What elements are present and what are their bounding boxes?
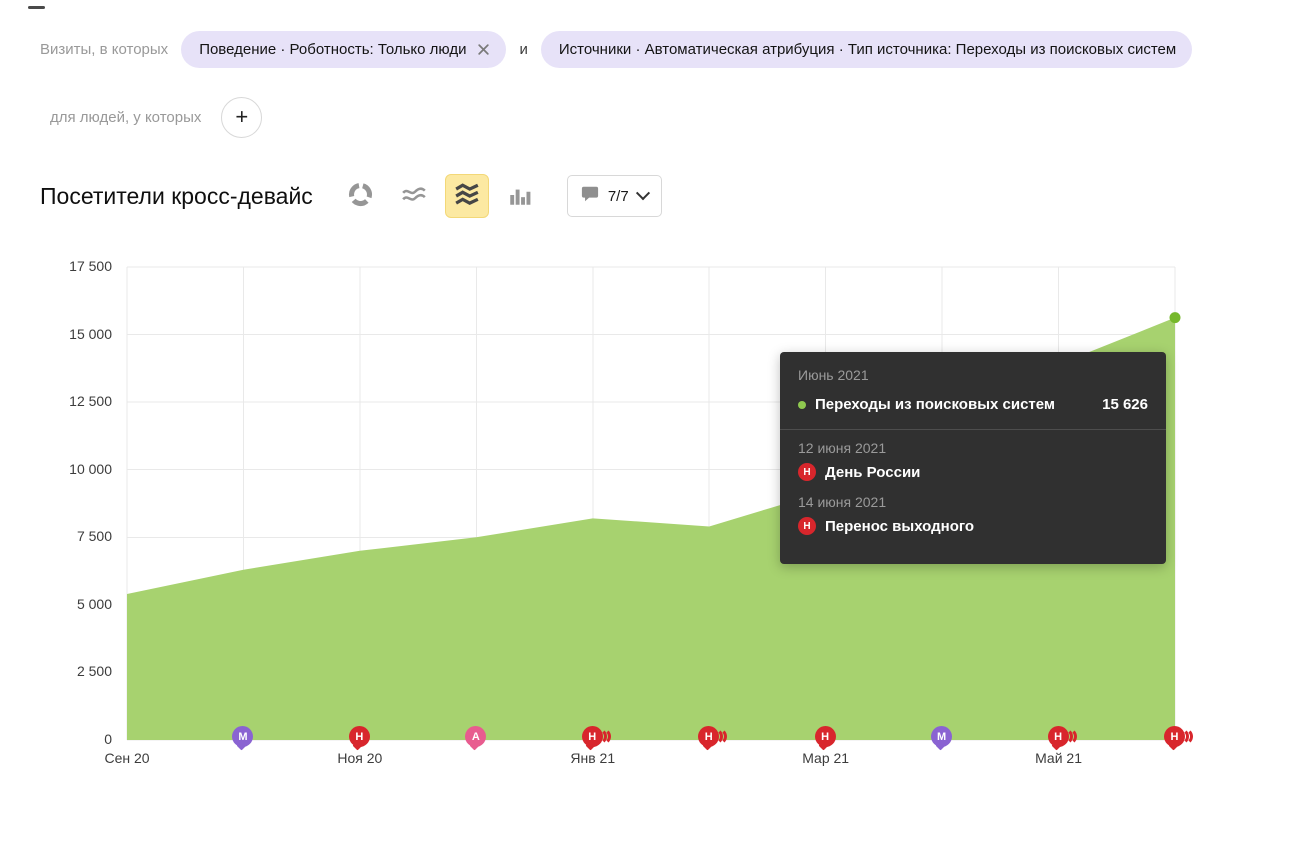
event-marker[interactable]: Н	[814, 726, 836, 747]
event-badge: Н	[348, 726, 370, 747]
segment-filter-row: Визиты, в которых Поведение · Роботность…	[40, 31, 1193, 68]
event-badge: М	[232, 726, 254, 747]
top-left-dash	[28, 6, 45, 9]
y-axis-label: 10 000	[69, 460, 112, 477]
pie-chart-view-button[interactable]	[339, 174, 383, 218]
tooltip-event-title: День России	[825, 463, 921, 481]
visitors-chart: 0 2 500 5 000 7 500 10 000 12 500 15 000 17 500…	[69, 258, 1193, 766]
y-axis-label: 17 500	[69, 258, 112, 274]
event-marker[interactable]: Н	[1164, 726, 1193, 747]
event-marker[interactable]: Н	[698, 726, 728, 747]
chart-tooltip: Июнь 2021 Переходы из поисковых систем 1…	[780, 352, 1166, 564]
stacked-area-view-button[interactable]	[444, 174, 489, 218]
tooltip-event-row: Н День России	[798, 463, 1148, 481]
holiday-badge-icon: Н	[798, 463, 816, 481]
bar-chart-view-button[interactable]	[498, 174, 542, 218]
x-axis: Сен 20 Ноя 20 Янв 21 Мар 21 Май 21	[104, 750, 1175, 770]
comments-dropdown-button[interactable]: 7/7	[566, 175, 662, 217]
filter-chip-robots[interactable]: Поведение · Роботность: Только люди	[181, 31, 507, 68]
y-axis-label: 0	[104, 731, 112, 747]
echo-arc	[1060, 728, 1077, 745]
echo-arc	[1176, 728, 1193, 745]
event-badge: Н	[581, 726, 603, 747]
filter-prefix-label: Визиты, в которых	[40, 41, 169, 58]
line-chart-view-button[interactable]	[392, 174, 436, 218]
chevron-down-icon	[635, 186, 650, 201]
tooltip-month: Июнь 2021	[798, 367, 869, 383]
comment-bubble-icon	[581, 185, 599, 207]
chart-header: Посетители кросс-девайс	[40, 174, 662, 218]
event-badge: Н	[814, 726, 836, 747]
y-axis-label: 5 000	[76, 595, 112, 612]
y-axis-label: 12 500	[69, 393, 112, 410]
people-filter-label: для людей, у которых	[50, 109, 202, 126]
filter-chip-label: Поведение · Роботность: Только люди	[199, 41, 467, 58]
stacked-area-icon	[454, 182, 480, 211]
echo-arc	[710, 728, 728, 745]
y-axis-label: 2 500	[76, 663, 112, 680]
x-axis-label: Ноя 20	[337, 750, 383, 766]
tooltip-event-date: 14 июня 2021	[798, 494, 887, 510]
area-plot[interactable]	[126, 266, 1181, 741]
people-filter-row: для людей, у которых +	[50, 97, 263, 138]
y-axis: 0 2 500 5 000 7 500 10 000 12 500 15 000 17 500	[32, 258, 112, 747]
tooltip-divider	[780, 429, 1166, 430]
x-axis-label: Май 21	[1035, 750, 1082, 766]
close-icon[interactable]	[477, 43, 490, 56]
event-marker[interactable]: Н	[581, 726, 611, 747]
event-badge: М	[931, 726, 953, 747]
bar-chart-icon	[507, 182, 533, 211]
y-axis-label: 7 500	[76, 528, 112, 545]
x-axis-label: Янв 21	[570, 750, 616, 766]
line-chart-icon	[401, 182, 427, 211]
echo-arc	[594, 728, 611, 745]
tooltip-event-title: Перенос выходного	[825, 517, 975, 535]
event-marker[interactable]: Н	[1047, 726, 1077, 747]
filter-chip-label: Источники · Автоматическая атрибуция · Т…	[558, 41, 1177, 58]
series-dot-icon	[798, 400, 806, 409]
event-badge: А	[465, 726, 487, 747]
tooltip-series-value: 15 626	[1102, 396, 1148, 413]
tooltip-series-row: Переходы из поисковых систем 15 626	[798, 396, 1148, 413]
filter-connector: и	[519, 41, 528, 58]
event-marker[interactable]: А	[465, 726, 487, 747]
event-badge: Н	[698, 726, 720, 747]
add-filter-button[interactable]: +	[221, 97, 263, 138]
x-axis-label: Мар 21	[802, 750, 850, 766]
event-markers: М Н А Н Н Н М Н Н	[127, 267, 1193, 747]
event-badge: Н	[1047, 726, 1069, 747]
event-marker[interactable]: М	[232, 726, 254, 747]
y-axis-label: 15 000	[69, 325, 112, 342]
page-title: Посетители кросс-девайс	[40, 182, 313, 209]
x-axis-label: Сен 20	[104, 750, 150, 766]
filter-chip-sources[interactable]: Источники · Автоматическая атрибуция · Т…	[540, 31, 1193, 68]
holiday-badge-icon: Н	[798, 517, 816, 535]
pie-chart-icon	[347, 181, 374, 211]
tooltip-event-row: Н Перенос выходного	[798, 517, 1148, 535]
tooltip-event-date: 12 июня 2021	[798, 440, 887, 456]
comments-count: 7/7	[607, 187, 629, 205]
event-badge: Н	[1164, 726, 1185, 747]
event-marker[interactable]: М	[931, 726, 953, 747]
event-marker[interactable]: Н	[348, 726, 370, 747]
tooltip-series-label: Переходы из поисковых систем	[815, 396, 1055, 413]
